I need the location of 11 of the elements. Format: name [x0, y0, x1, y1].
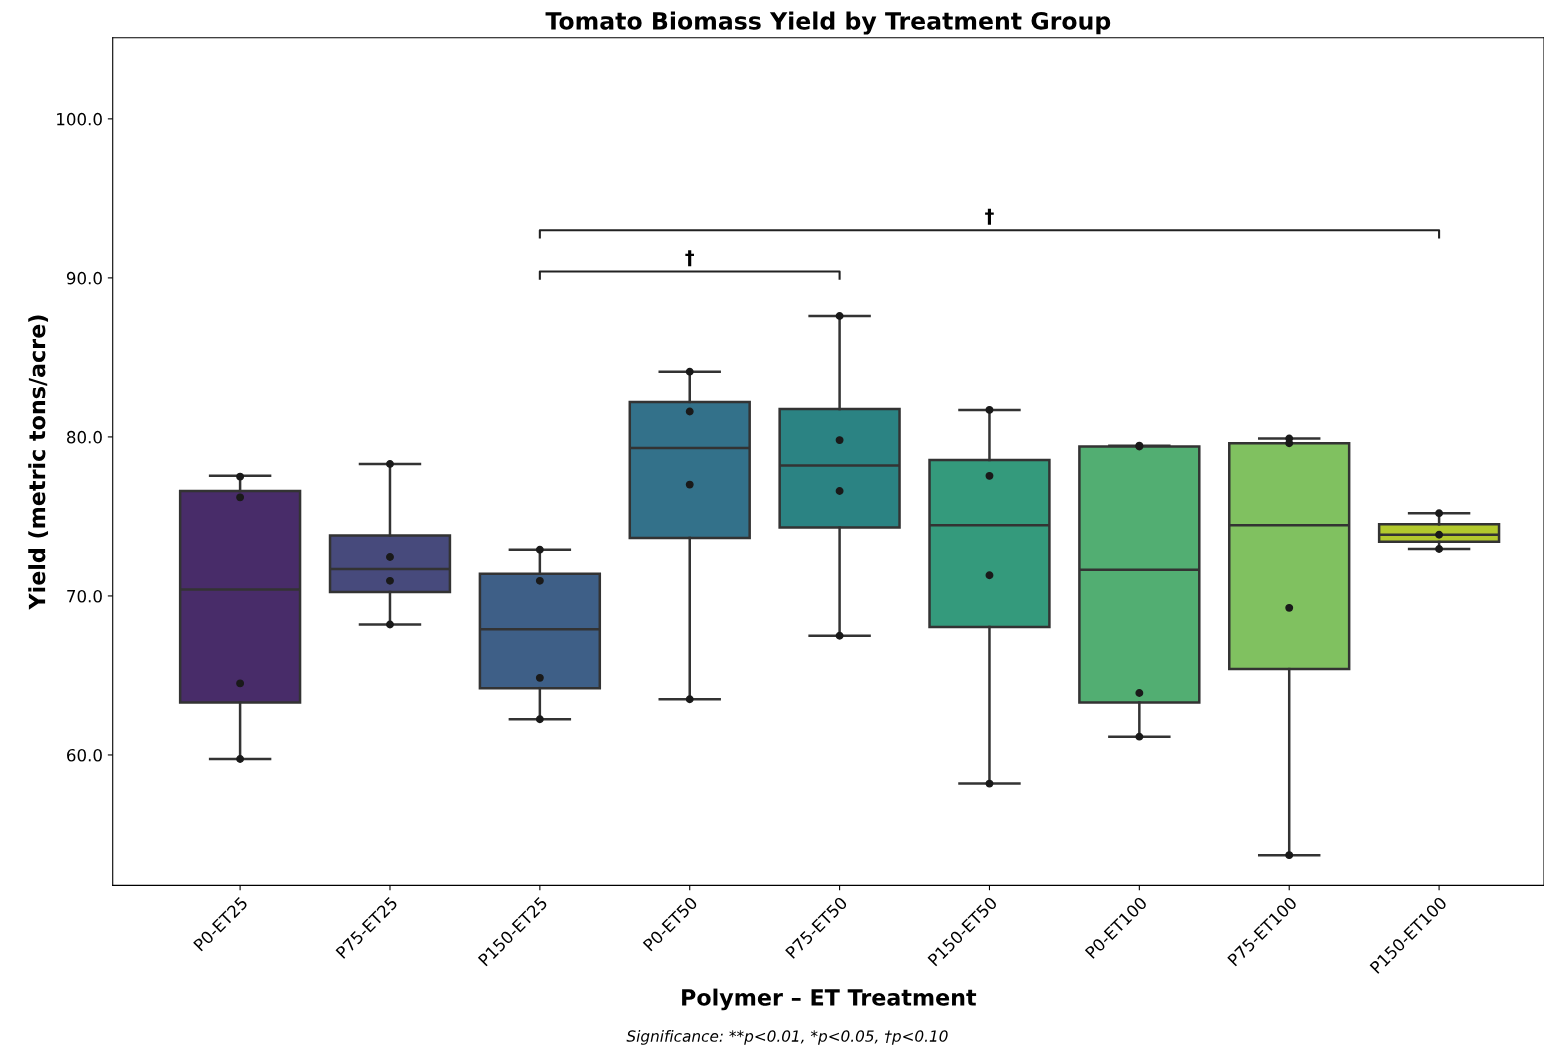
chart-title: Tomato Biomass Yield by Treatment Group: [545, 11, 1111, 35]
y-tick-label: 80.0: [67, 430, 102, 444]
annotation: †: [985, 208, 994, 225]
y-tick-label: 60.0: [67, 748, 102, 762]
annotation: †: [685, 250, 694, 267]
x-axis-title: Polymer – ET Treatment: [682, 988, 977, 1011]
y-tick-label: 70.0: [67, 589, 102, 603]
y-tick-label: 90.0: [66, 271, 102, 285]
y-tick-label: 100.0: [57, 112, 102, 126]
y-axis-title: Yield (metric tons/acre): [28, 315, 49, 610]
text: Significance: **p<0.01, *p<0.05, †p<0.10: [626, 1030, 948, 1045]
